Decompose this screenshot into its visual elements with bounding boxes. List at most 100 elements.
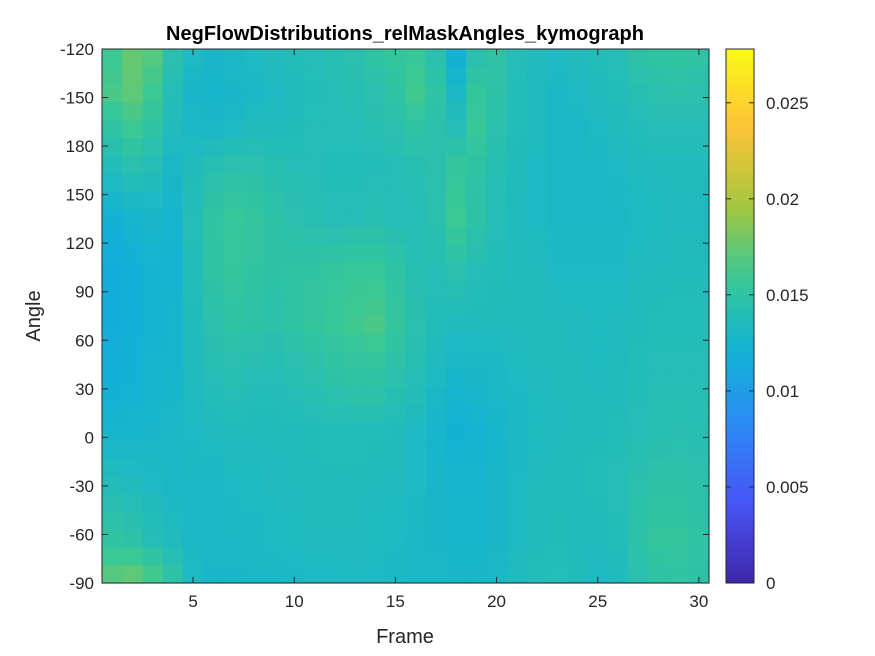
heatmap-cell bbox=[223, 84, 245, 103]
heatmap-cell bbox=[506, 84, 528, 103]
heatmap-cell bbox=[506, 333, 528, 353]
heatmap-cell bbox=[688, 84, 710, 103]
heatmap-cell bbox=[284, 209, 305, 228]
heatmap-cell bbox=[547, 511, 568, 531]
heatmap-cell bbox=[243, 387, 265, 406]
heatmap-cell bbox=[466, 120, 488, 139]
heatmap-cell bbox=[284, 262, 305, 281]
heatmap-cell bbox=[182, 351, 204, 370]
heatmap-cell bbox=[243, 84, 265, 103]
heatmap-cells bbox=[102, 49, 710, 584]
heatmap-cell bbox=[344, 405, 366, 424]
heatmap-cell bbox=[506, 494, 528, 513]
heatmap-cell bbox=[182, 280, 204, 299]
heatmap-cell bbox=[263, 102, 285, 121]
heatmap-cell bbox=[526, 280, 548, 299]
heatmap-cell bbox=[445, 173, 467, 192]
heatmap-cell bbox=[466, 191, 488, 210]
heatmap-cell bbox=[223, 405, 245, 424]
heatmap-cell bbox=[607, 476, 629, 495]
heatmap-cell bbox=[466, 458, 488, 477]
heatmap-cell bbox=[445, 49, 467, 68]
heatmap-cell bbox=[142, 440, 164, 459]
heatmap-cell bbox=[304, 262, 326, 281]
heatmap-cell bbox=[203, 351, 224, 370]
heatmap-cell bbox=[688, 173, 710, 192]
heatmap-cell bbox=[324, 458, 346, 477]
heatmap-cell bbox=[162, 511, 184, 531]
heatmap-cell bbox=[526, 405, 548, 424]
heatmap-cell bbox=[668, 280, 690, 299]
heatmap-cell bbox=[526, 102, 548, 121]
heatmap-cell bbox=[405, 280, 427, 299]
heatmap-cell bbox=[425, 387, 447, 406]
heatmap-cell bbox=[466, 262, 488, 281]
heatmap-cell bbox=[648, 209, 670, 228]
heatmap-cell bbox=[263, 155, 285, 175]
heatmap-cell bbox=[526, 262, 548, 281]
heatmap-cell bbox=[547, 227, 568, 246]
heatmap-cell bbox=[385, 262, 407, 281]
heatmap-cell bbox=[102, 209, 123, 228]
heatmap-cell bbox=[405, 458, 427, 477]
heatmap-cell bbox=[567, 84, 589, 103]
heatmap-cell bbox=[688, 369, 710, 388]
heatmap-cell bbox=[405, 298, 427, 317]
heatmap-cell bbox=[526, 547, 548, 566]
heatmap-cell bbox=[445, 209, 467, 228]
heatmap-cell bbox=[587, 102, 609, 121]
heatmap-cell bbox=[182, 405, 204, 424]
heatmap-cell bbox=[324, 333, 346, 353]
heatmap-cell bbox=[567, 458, 589, 477]
heatmap-cell bbox=[142, 529, 164, 548]
heatmap-cell bbox=[324, 405, 346, 424]
heatmap-cell bbox=[385, 66, 407, 86]
heatmap-cell bbox=[365, 84, 386, 103]
heatmap-cell bbox=[567, 209, 589, 228]
heatmap-cell bbox=[668, 458, 690, 477]
heatmap-cell bbox=[648, 120, 670, 139]
heatmap-cell bbox=[466, 155, 488, 175]
heatmap-cell bbox=[324, 173, 346, 192]
heatmap-cell bbox=[203, 405, 224, 424]
heatmap-cell bbox=[344, 280, 366, 299]
heatmap-cell bbox=[587, 440, 609, 459]
heatmap-cell bbox=[102, 565, 123, 584]
heatmap-cell bbox=[607, 84, 629, 103]
heatmap-cell bbox=[587, 298, 609, 317]
heatmap-cell bbox=[223, 333, 245, 353]
heatmap-cell bbox=[182, 547, 204, 566]
heatmap-cell bbox=[223, 138, 245, 157]
heatmap-cell bbox=[162, 351, 184, 370]
heatmap-cell bbox=[607, 120, 629, 139]
heatmap-cell bbox=[445, 244, 467, 264]
heatmap-cell bbox=[668, 405, 690, 424]
heatmap-cell bbox=[486, 209, 508, 228]
heatmap-cell bbox=[668, 316, 690, 335]
heatmap-cell bbox=[668, 333, 690, 353]
heatmap-cell bbox=[182, 440, 204, 459]
heatmap-cell bbox=[385, 440, 407, 459]
heatmap-cell bbox=[587, 511, 609, 531]
heatmap-cell bbox=[365, 387, 386, 406]
heatmap-cell bbox=[162, 422, 184, 442]
heatmap-cell bbox=[142, 120, 164, 139]
heatmap-cell bbox=[445, 155, 467, 175]
heatmap-cell bbox=[547, 84, 568, 103]
heatmap-cell bbox=[344, 494, 366, 513]
colorbar-tick-label: 0 bbox=[766, 574, 775, 593]
y-tick-label: 30 bbox=[75, 380, 94, 399]
heatmap-cell bbox=[142, 387, 164, 406]
heatmap-cell bbox=[648, 387, 670, 406]
heatmap-cell bbox=[324, 280, 346, 299]
heatmap-cell bbox=[466, 387, 488, 406]
heatmap-cell bbox=[607, 316, 629, 335]
heatmap-cell bbox=[506, 458, 528, 477]
heatmap-cell bbox=[324, 565, 346, 584]
heatmap-cell bbox=[182, 316, 204, 335]
heatmap-cell bbox=[506, 369, 528, 388]
heatmap-cell bbox=[526, 227, 548, 246]
heatmap-cell bbox=[506, 49, 528, 68]
heatmap-cell bbox=[547, 209, 568, 228]
heatmap-cell bbox=[284, 244, 305, 264]
